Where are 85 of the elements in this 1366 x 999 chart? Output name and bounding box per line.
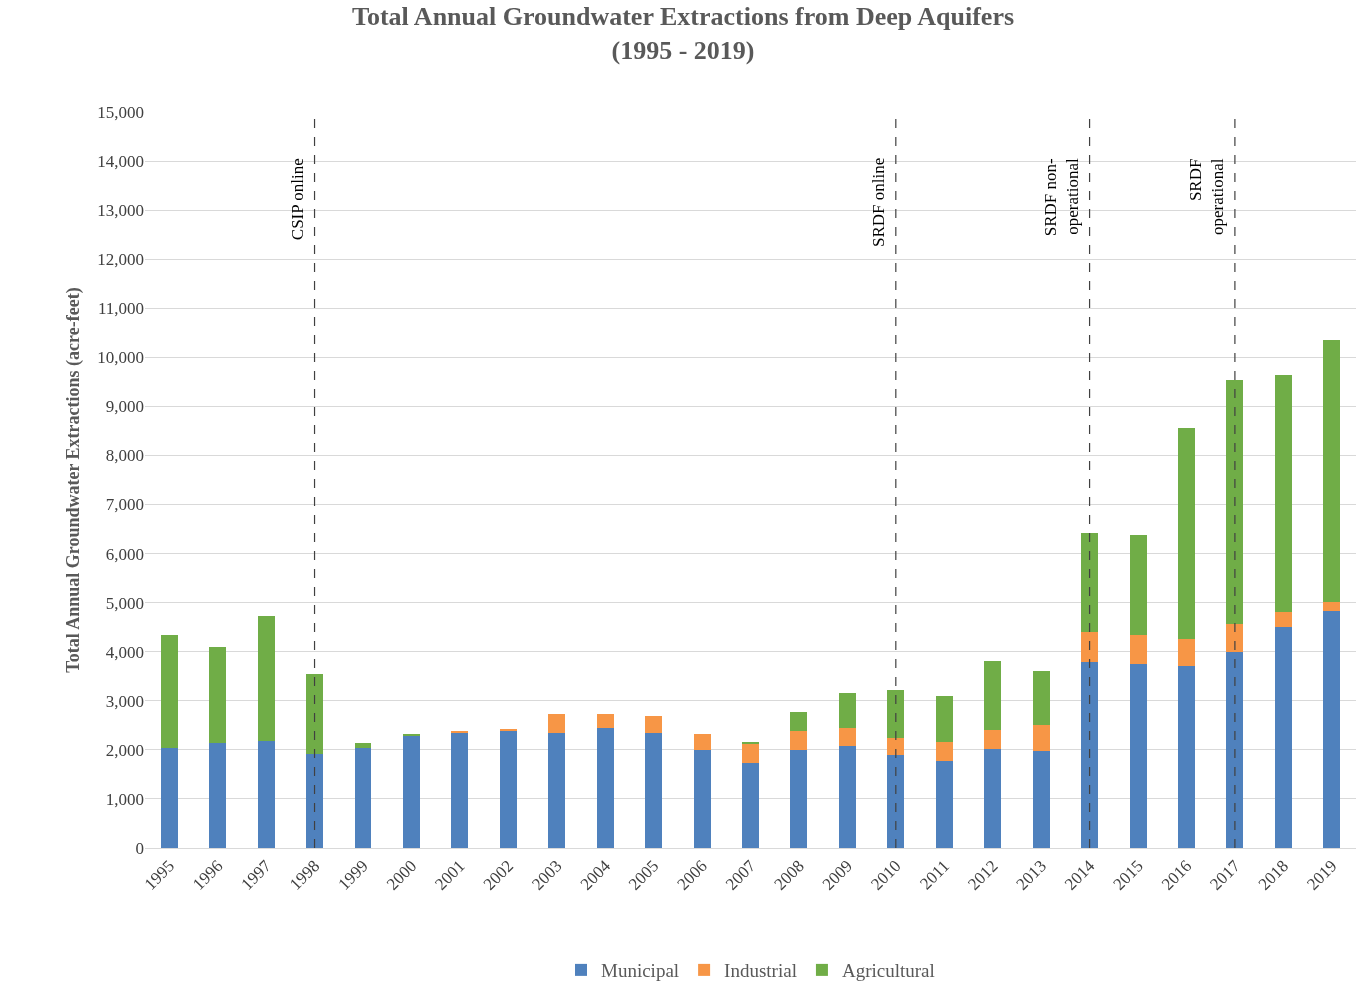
y-tick-label: 11,000	[97, 299, 144, 319]
bar	[984, 661, 1002, 730]
chart-title: Total Annual Groundwater Extractions from Deep Aquifers (1995 - 2019)	[351, 1, 1015, 65]
bar	[984, 748, 1002, 848]
bar	[838, 728, 856, 746]
bar	[257, 615, 275, 741]
bar	[160, 748, 178, 848]
bar	[1129, 535, 1147, 635]
bar	[402, 735, 420, 848]
bar	[742, 743, 759, 764]
bar	[548, 713, 566, 733]
bar	[935, 760, 953, 848]
bar	[1226, 624, 1244, 652]
y-tick-label: 3,000	[105, 691, 144, 711]
bar	[209, 742, 227, 848]
y-tick-label: 7,000	[105, 495, 144, 515]
bar	[935, 695, 953, 742]
bar	[1081, 532, 1099, 632]
bar	[306, 673, 324, 755]
bar	[1177, 666, 1195, 848]
y-tick-label: 12,000	[97, 250, 144, 270]
y-tick-label: 6,000	[105, 544, 144, 564]
bar	[645, 732, 663, 848]
bar	[742, 763, 759, 848]
bar	[790, 749, 808, 848]
y-tick-label: 14,000	[97, 152, 144, 172]
y-tick-label: 15,000	[97, 102, 144, 122]
bar	[838, 692, 856, 729]
bar	[1129, 663, 1147, 848]
bar	[548, 732, 566, 848]
bar	[1081, 631, 1099, 663]
ref-line-label: CSIP online	[287, 158, 307, 241]
bar	[887, 738, 905, 755]
bar	[306, 754, 324, 848]
bar	[1323, 611, 1341, 848]
y-tick-label: 8,000	[105, 446, 144, 466]
legend-label: Municipal	[601, 960, 680, 982]
bar	[499, 730, 517, 848]
ref-line-label: SRDF online	[868, 157, 888, 247]
bar	[354, 748, 372, 848]
bar	[1129, 634, 1147, 664]
bar	[354, 743, 372, 749]
bar	[887, 690, 905, 739]
bar	[257, 740, 275, 848]
bar	[1226, 651, 1244, 848]
bar	[693, 733, 711, 750]
bar	[1032, 751, 1050, 848]
bar	[935, 741, 953, 761]
y-tick-label: 9,000	[105, 397, 144, 417]
bar	[1032, 671, 1050, 726]
bar	[790, 731, 808, 750]
bar	[1081, 662, 1099, 848]
bar	[1032, 725, 1050, 752]
bar	[1323, 339, 1341, 602]
bar	[596, 727, 614, 848]
bar	[1177, 428, 1195, 639]
y-tick-label: 10,000	[97, 348, 144, 368]
y-tick-label: 0	[135, 838, 144, 858]
bar	[1226, 380, 1244, 625]
bar	[1177, 638, 1195, 667]
x-tick-label: 2011	[916, 856, 954, 894]
ref-line-label: SRDF operational	[1185, 158, 1227, 236]
ref-line-label: SRDF non- operational	[1040, 157, 1083, 237]
bar	[1274, 627, 1292, 848]
y-tick-label: 4,000	[105, 642, 144, 662]
legend-label: Agricultural	[841, 960, 935, 982]
legend-label: Industrial	[724, 960, 797, 982]
bar	[596, 713, 614, 728]
bar	[1323, 601, 1341, 612]
bar	[693, 749, 711, 848]
bar	[887, 754, 905, 848]
bar	[645, 715, 663, 733]
bar	[838, 745, 856, 848]
y-tick-label: 1,000	[105, 789, 144, 809]
y-tick-label: 2,000	[105, 740, 144, 760]
bar	[1274, 612, 1292, 628]
y-tick-label: 13,000	[97, 201, 144, 221]
bar	[160, 635, 178, 749]
y-axis-title: Total Annual Groundwater Extractions (acre-feet)	[63, 287, 85, 673]
bar	[984, 729, 1002, 749]
bar	[790, 712, 808, 732]
bar	[209, 646, 227, 743]
y-tick-label: 5,000	[105, 593, 144, 613]
bar	[1274, 375, 1292, 613]
bar	[451, 732, 469, 848]
